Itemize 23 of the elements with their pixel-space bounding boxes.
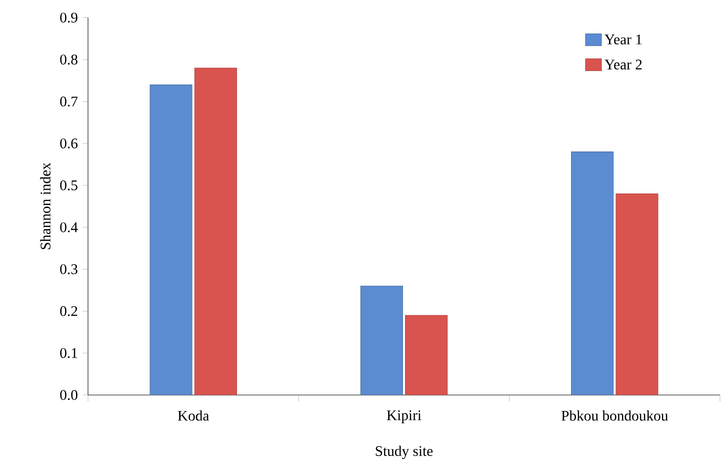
bar [150,84,192,395]
y-tick-label: 0.0 [60,390,78,400]
x-tick-label: Kipiri [386,410,422,424]
legend-label: Year 2 [604,60,642,70]
y-tick-label: 0.1 [60,348,78,358]
x-tick-label: Koda [178,410,210,421]
bar [405,315,448,395]
x-tick-label: Pbkou bondoukou [562,410,668,421]
y-tick-label: 0.9 [60,12,78,23]
y-tick-label: 0.8 [60,54,78,65]
y-tick-label: 0.2 [60,306,78,316]
y-axis-title: Shannon index [40,162,50,250]
y-tick-label: 0.6 [60,138,78,148]
bar [571,152,614,395]
bar [194,68,237,395]
y-tick-label: 0.5 [60,180,78,190]
x-axis-title: Study site [376,446,433,460]
y-tick-label: 0.3 [60,264,78,274]
legend-label: Year 1 [604,34,642,44]
y-tick-label: 0.4 [60,222,78,232]
y-tick-label: 0.7 [60,96,78,106]
bar [616,193,658,395]
bar [360,286,403,395]
